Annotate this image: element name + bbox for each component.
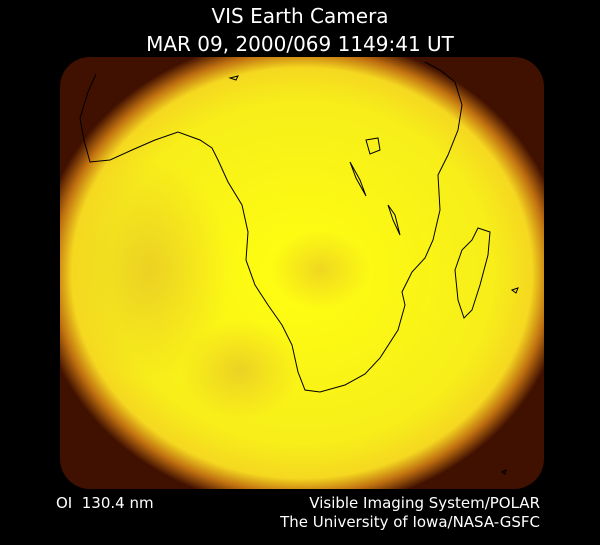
instrument: Visible Imaging System/POLAR <box>309 494 540 512</box>
coastlines <box>79 61 519 475</box>
timestamp: MAR 09, 2000/069 1149:41 UT <box>146 32 454 56</box>
shading <box>180 320 300 420</box>
title: VIS Earth Camera <box>211 4 389 28</box>
credit: The University of Iowa/NASA-GSFC <box>280 513 540 531</box>
shading <box>270 230 370 310</box>
shading <box>70 160 230 380</box>
wavelength: OI 130.4 nm <box>56 494 154 512</box>
